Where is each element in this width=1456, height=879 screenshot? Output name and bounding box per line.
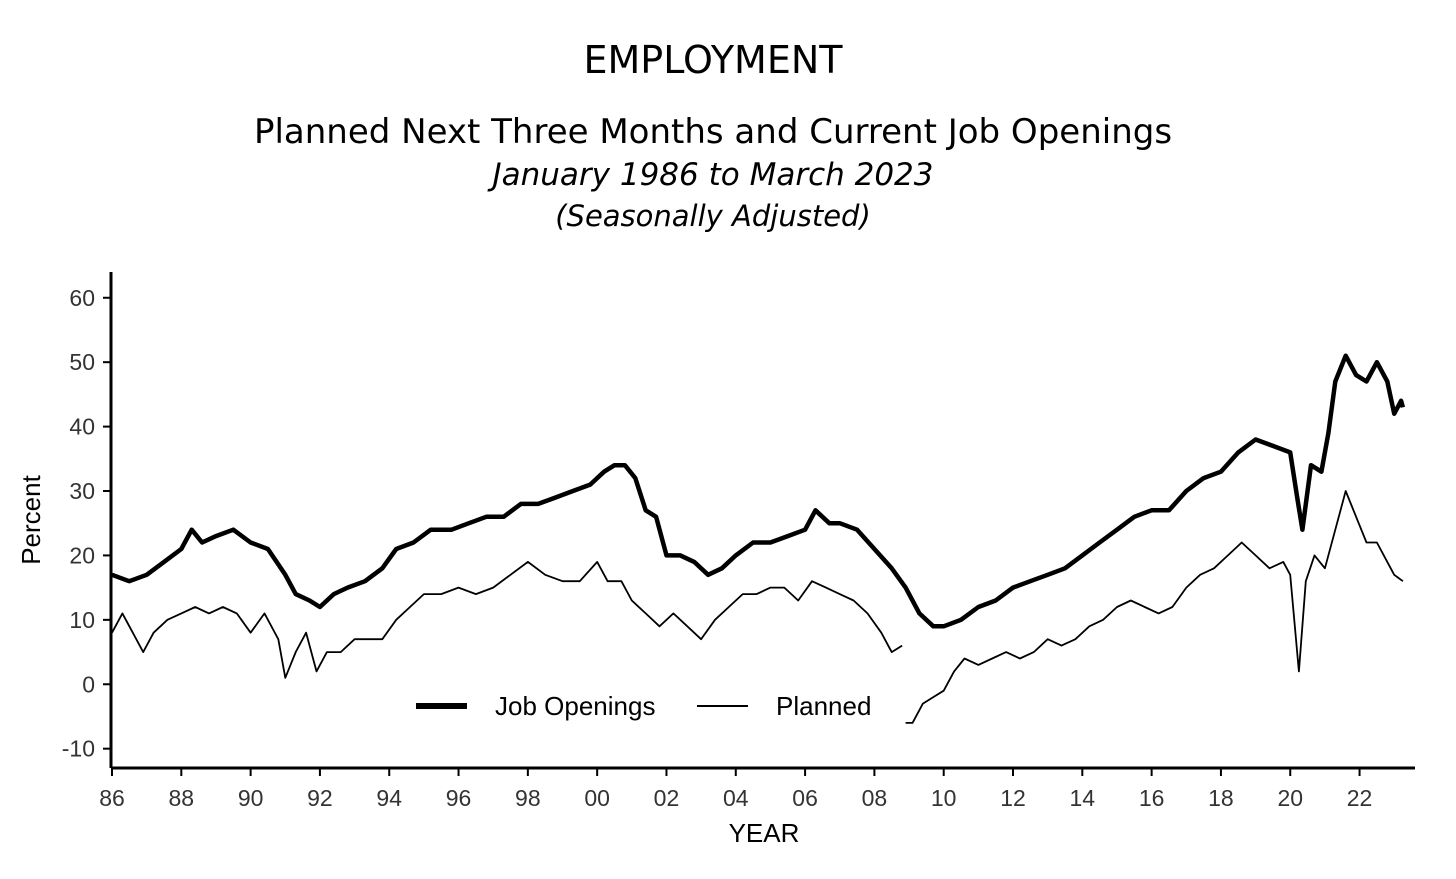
y-tick-label: 60 <box>69 285 95 311</box>
x-tick-label: 90 <box>238 785 264 811</box>
x-axis-ticks: 86 88 90 92 94 96 98 00 02 04 06 08 10 12 14 16 18 20 22 <box>99 768 1372 811</box>
date-range: January 1986 to March 2023 <box>492 157 934 193</box>
x-tick-label: 18 <box>1208 785 1234 811</box>
x-axis-label: YEAR <box>729 818 800 848</box>
x-tick-label: 10 <box>931 785 957 811</box>
x-tick-label: 08 <box>862 785 888 811</box>
x-tick-label: 88 <box>169 785 195 811</box>
series-planned-line <box>111 561 903 679</box>
x-tick-label: 16 <box>1139 785 1165 811</box>
y-axis-label: Percent <box>16 474 46 564</box>
y-tick-label: 0 <box>82 671 95 697</box>
y-tick-label: 50 <box>69 349 95 375</box>
x-tick-label: 92 <box>307 785 333 811</box>
x-tick-label: 20 <box>1277 785 1303 811</box>
x-tick-label: 12 <box>1000 785 1026 811</box>
y-axis-ticks: -10 0 10 20 30 40 50 60 <box>62 285 111 762</box>
adjustment-note: (Seasonally Adjusted) <box>555 199 871 233</box>
x-tick-label: 22 <box>1347 785 1373 811</box>
y-tick-label: -10 <box>62 736 95 762</box>
x-tick-label: 14 <box>1070 785 1096 811</box>
legend: Job Openings Planned <box>416 691 871 721</box>
x-tick-label: 04 <box>723 785 749 811</box>
legend-label-planned: Planned <box>776 691 871 721</box>
x-tick-label: 86 <box>99 785 125 811</box>
x-tick-label: 00 <box>584 785 610 811</box>
chart-title: EMPLOYMENT <box>583 38 843 82</box>
legend-label-job-openings: Job Openings <box>495 691 655 721</box>
chart-subtitle: Planned Next Three Months and Current Jo… <box>253 112 1173 152</box>
series-job-openings-line <box>111 353 1406 629</box>
x-tick-label: 98 <box>515 785 541 811</box>
x-tick-label: 06 <box>792 785 818 811</box>
x-tick-label: 02 <box>654 785 680 811</box>
y-tick-label: 20 <box>69 542 95 568</box>
series-planned-line <box>905 490 1404 724</box>
y-tick-label: 40 <box>69 414 95 440</box>
x-tick-label: 94 <box>376 785 402 811</box>
y-tick-label: 10 <box>69 607 95 633</box>
x-tick-label: 96 <box>446 785 472 811</box>
series-layer <box>111 353 1406 724</box>
y-tick-label: 30 <box>69 478 95 504</box>
